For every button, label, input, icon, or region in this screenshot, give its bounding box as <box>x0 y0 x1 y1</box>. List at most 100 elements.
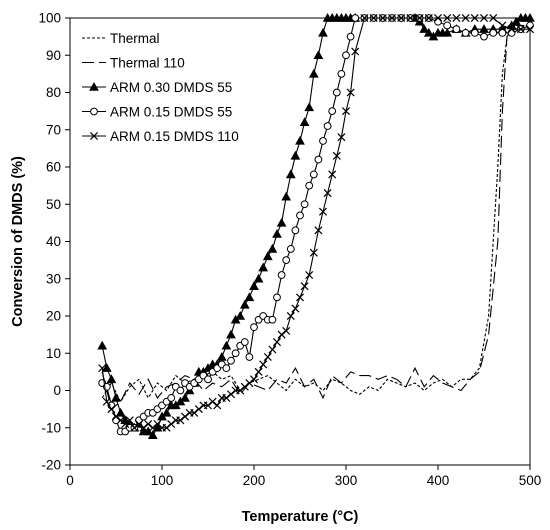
data-point-triangle <box>106 374 117 384</box>
data-point-circle <box>461 29 470 37</box>
data-point-x <box>415 13 424 23</box>
legend: Thermal Thermal 110 ARM 0.30 DMDS 55 ARM 0.… <box>82 31 239 144</box>
data-point-circle <box>314 155 323 164</box>
data-point-triangle <box>161 407 172 417</box>
x-axis-title: Temperature (°C) <box>242 509 359 525</box>
data-point-x <box>249 375 259 384</box>
data-point-x <box>318 207 328 216</box>
data-point-x <box>461 13 470 23</box>
y-tick-label: 60 <box>46 160 61 175</box>
data-point-circle <box>470 29 479 37</box>
data-point-x <box>259 360 268 369</box>
data-point-triangle <box>423 27 434 37</box>
data-point-triangle <box>272 229 282 238</box>
y-axis-title: Conversion of DMDS (%) <box>10 156 26 327</box>
y-tick-label: 30 <box>46 271 61 286</box>
data-point-x <box>309 248 318 257</box>
data-point-triangle <box>299 117 310 127</box>
data-point-x <box>452 13 461 23</box>
x-tick-label: 300 <box>335 473 358 488</box>
y-tick-label: 70 <box>46 122 61 137</box>
data-point-circle <box>346 32 355 41</box>
data-point-triangle <box>318 27 328 37</box>
data-point-x <box>98 364 107 373</box>
data-point-triangle <box>97 340 108 350</box>
data-point-circle <box>300 200 309 209</box>
legend-label: Thermal 110 <box>110 56 185 71</box>
data-point-x <box>162 423 171 432</box>
data-point-x <box>314 226 323 235</box>
legend-item: Thermal <box>82 31 160 46</box>
y-tick-label: 0 <box>53 383 61 398</box>
data-point-circle <box>227 356 235 365</box>
series-4 <box>98 13 535 432</box>
y-tick-label: 10 <box>46 346 61 361</box>
data-point-triangle <box>147 430 158 439</box>
data-point-triangle <box>525 12 535 22</box>
data-point-x <box>236 386 245 395</box>
data-point-x <box>245 379 254 388</box>
x-tick-label: 400 <box>427 473 450 488</box>
data-point-circle <box>443 21 452 30</box>
legend-item: ARM 0.15 DMDS 110 <box>82 129 239 144</box>
data-point-circle <box>305 181 314 190</box>
series-1 <box>101 24 530 411</box>
data-point-x <box>351 47 360 56</box>
data-point-triangle <box>235 310 246 320</box>
data-point-circle <box>176 386 185 395</box>
series-2 <box>97 12 535 439</box>
data-point-x <box>346 88 355 97</box>
data-point-x <box>203 401 213 410</box>
data-point-triangle <box>276 217 287 227</box>
data-point-circle <box>319 137 327 145</box>
data-point-circle <box>282 256 291 265</box>
data-point-x <box>89 131 99 141</box>
data-point-x <box>111 412 121 421</box>
data-point-x <box>387 13 397 23</box>
data-point-circle <box>434 17 442 26</box>
data-point-triangle <box>216 351 227 361</box>
data-point-triangle <box>244 292 255 302</box>
legend-item: Thermal 110 <box>82 56 185 71</box>
data-point-x <box>443 13 452 23</box>
legend-label: ARM 0.15 DMDS 110 <box>110 129 239 144</box>
data-point-x <box>272 338 282 347</box>
data-point-x <box>328 170 337 179</box>
y-tick-label: 20 <box>46 309 61 324</box>
data-point-x <box>291 304 300 313</box>
data-point-circle <box>452 25 461 34</box>
data-point-x <box>144 420 153 429</box>
y-tick-label: 50 <box>46 197 61 212</box>
data-point-circle <box>309 170 318 179</box>
data-point-circle <box>328 107 337 116</box>
data-point-x <box>190 408 199 417</box>
data-point-circle <box>268 315 277 324</box>
data-point-circle <box>204 375 212 384</box>
data-point-x <box>254 367 263 376</box>
x-tick-label: 200 <box>243 473 266 488</box>
data-point-circle <box>480 32 488 41</box>
data-point-circle <box>323 122 332 130</box>
legend-label: ARM 0.15 DMDS 55 <box>110 105 232 120</box>
data-point-x <box>525 25 535 34</box>
data-point-circle <box>273 293 281 302</box>
data-point-triangle <box>239 299 250 309</box>
legend-label: ARM 0.30 DMDS 55 <box>110 80 232 95</box>
data-point-x <box>226 390 236 399</box>
data-point-triangle <box>267 243 278 253</box>
x-tick-label: 0 <box>66 473 74 488</box>
y-tick-label: 90 <box>46 48 61 63</box>
data-point-circle <box>286 245 295 253</box>
data-point-x <box>332 151 341 160</box>
data-point-x <box>300 282 309 291</box>
data-point-x <box>153 420 162 429</box>
data-point-x <box>341 107 351 116</box>
series-layer <box>97 12 535 439</box>
data-point-triangle <box>304 102 315 112</box>
data-point-x <box>470 13 479 23</box>
data-point-x <box>516 25 525 34</box>
x-tick-label: 500 <box>519 473 542 488</box>
data-point-x <box>134 420 144 429</box>
data-point-x <box>479 13 489 23</box>
data-point-x <box>286 311 295 321</box>
